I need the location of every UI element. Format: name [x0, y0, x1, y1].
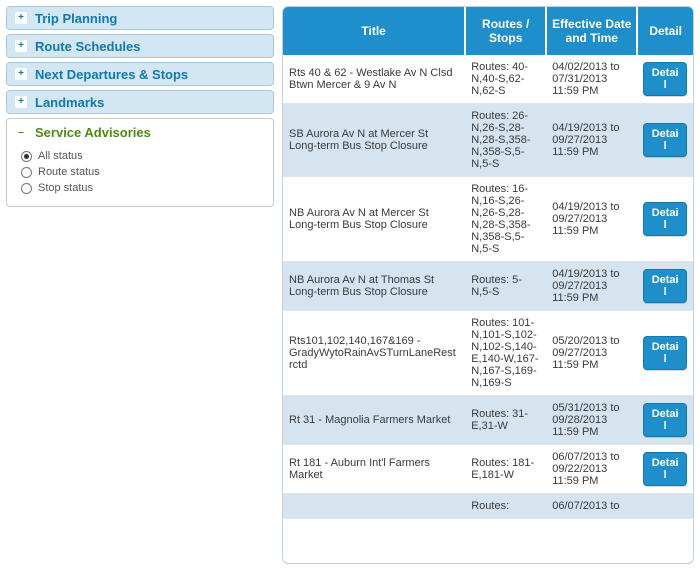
- table-row: Rt 181 - Auburn Int'l Farmers MarketRout…: [283, 445, 693, 494]
- cell-date: 04/19/2013 to 09/27/2013 11:59 PM: [546, 262, 637, 311]
- nav-landmarks[interactable]: + Landmarks: [6, 90, 274, 114]
- filter-all-status[interactable]: All status: [21, 150, 265, 162]
- sidebar: + Trip Planning + Route Schedules + Next…: [6, 6, 274, 564]
- cell-routes: Routes: 26-N,26-S,28-N,28-S,358-N,358-S,…: [465, 104, 546, 177]
- advisories-table: Title Routes / Stops Effective Date and …: [283, 7, 693, 55]
- col-date[interactable]: Effective Date and Time: [546, 7, 637, 55]
- table-row: NB Aurora Av N at Thomas St Long-term Bu…: [283, 262, 693, 311]
- nav-label: Trip Planning: [35, 11, 117, 26]
- collapse-icon[interactable]: –: [15, 127, 27, 139]
- nav-next-departures[interactable]: + Next Departures & Stops: [6, 62, 274, 86]
- cell-date: 04/19/2013 to 09/27/2013 11:59 PM: [546, 177, 637, 262]
- detail-button[interactable]: Detail: [643, 62, 687, 96]
- table-row: Routes:06/07/2013 to: [283, 494, 693, 519]
- cell-date: 05/31/2013 to 09/28/2013 11:59 PM: [546, 396, 637, 445]
- cell-title: SB Aurora Av N at Mercer St Long-term Bu…: [283, 104, 465, 177]
- table-scroll[interactable]: Rts 40 & 62 - Westlake Av N Clsd Btwn Me…: [283, 55, 693, 563]
- cell-title: Rts101,102,140,167&169 - GradyWytoRainAv…: [283, 311, 465, 396]
- cell-detail: [637, 494, 693, 519]
- cell-routes: Routes: 181-E,181-W: [465, 445, 546, 494]
- cell-routes: Routes: 16-N,16-S,26-N,26-S,28-N,28-S,35…: [465, 177, 546, 262]
- cell-title: [283, 494, 465, 519]
- cell-detail: Detail: [637, 262, 693, 311]
- filter-label: All status: [38, 150, 83, 162]
- cell-routes: Routes: 40-N,40-S,62-N,62-S: [465, 55, 546, 104]
- cell-date: 06/07/2013 to 09/22/2013 11:59 PM: [546, 445, 637, 494]
- nav-label-active: Service Advisories: [35, 125, 151, 140]
- detail-button[interactable]: Detail: [643, 202, 687, 236]
- filter-route-status[interactable]: Route status: [21, 166, 265, 178]
- cell-date: 06/07/2013 to: [546, 494, 637, 519]
- nav-label: Next Departures & Stops: [35, 67, 188, 82]
- detail-button[interactable]: Detail: [643, 269, 687, 303]
- cell-title: NB Aurora Av N at Mercer St Long-term Bu…: [283, 177, 465, 262]
- expand-icon: +: [15, 68, 27, 80]
- cell-title: Rt 31 - Magnolia Farmers Market: [283, 396, 465, 445]
- table-row: Rts 40 & 62 - Westlake Av N Clsd Btwn Me…: [283, 55, 693, 104]
- table-row: NB Aurora Av N at Mercer St Long-term Bu…: [283, 177, 693, 262]
- cell-title: Rt 181 - Auburn Int'l Farmers Market: [283, 445, 465, 494]
- col-detail[interactable]: Detail: [637, 7, 693, 55]
- advisories-panel: Title Routes / Stops Effective Date and …: [282, 6, 694, 564]
- nav-route-schedules[interactable]: + Route Schedules: [6, 34, 274, 58]
- cell-detail: Detail: [637, 104, 693, 177]
- radio-icon: [21, 183, 32, 194]
- nav-label: Route Schedules: [35, 39, 140, 54]
- table-row: SB Aurora Av N at Mercer St Long-term Bu…: [283, 104, 693, 177]
- col-title[interactable]: Title: [283, 7, 465, 55]
- cell-date: 04/02/2013 to 07/31/2013 11:59 PM: [546, 55, 637, 104]
- filter-label: Stop status: [38, 182, 93, 194]
- expand-icon: +: [15, 40, 27, 52]
- cell-routes: Routes: 31-E,31-W: [465, 396, 546, 445]
- cell-title: Rts 40 & 62 - Westlake Av N Clsd Btwn Me…: [283, 55, 465, 104]
- cell-routes: Routes: 101-N,101-S,102-N,102-S,140-E,14…: [465, 311, 546, 396]
- expand-icon: +: [15, 96, 27, 108]
- detail-button[interactable]: Detail: [643, 452, 687, 486]
- cell-title: NB Aurora Av N at Thomas St Long-term Bu…: [283, 262, 465, 311]
- col-routes[interactable]: Routes / Stops: [465, 7, 546, 55]
- detail-button[interactable]: Detail: [643, 336, 687, 370]
- cell-detail: Detail: [637, 445, 693, 494]
- cell-detail: Detail: [637, 177, 693, 262]
- filter-label: Route status: [38, 166, 100, 178]
- table-row: Rts101,102,140,167&169 - GradyWytoRainAv…: [283, 311, 693, 396]
- cell-detail: Detail: [637, 311, 693, 396]
- cell-routes: Routes: 5-N,5-S: [465, 262, 546, 311]
- cell-routes: Routes:: [465, 494, 546, 519]
- nav-trip-planning[interactable]: + Trip Planning: [6, 6, 274, 30]
- radio-icon: [21, 167, 32, 178]
- detail-button[interactable]: Detail: [643, 123, 687, 157]
- radio-icon: [21, 151, 32, 162]
- cell-detail: Detail: [637, 396, 693, 445]
- nav-service-advisories: – Service Advisories All status Route st…: [6, 118, 274, 207]
- detail-button[interactable]: Detail: [643, 403, 687, 437]
- filter-stop-status[interactable]: Stop status: [21, 182, 265, 194]
- status-filter-group: All status Route status Stop status: [15, 150, 265, 194]
- cell-detail: Detail: [637, 55, 693, 104]
- nav-label: Landmarks: [35, 95, 104, 110]
- cell-date: 04/19/2013 to 09/27/2013 11:59 PM: [546, 104, 637, 177]
- table-row: Rt 31 - Magnolia Farmers MarketRoutes: 3…: [283, 396, 693, 445]
- expand-icon: +: [15, 12, 27, 24]
- cell-date: 05/20/2013 to 09/27/2013 11:59 PM: [546, 311, 637, 396]
